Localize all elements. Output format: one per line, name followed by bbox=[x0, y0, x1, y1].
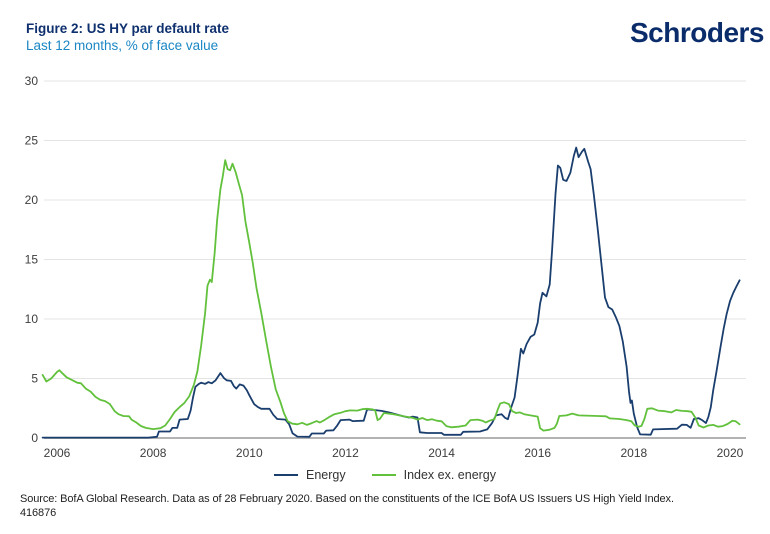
y-axis-tick-label: 15 bbox=[25, 253, 39, 267]
legend-label-index-ex-energy: Index ex. energy bbox=[403, 468, 497, 482]
legend-label-energy: Energy bbox=[305, 468, 346, 482]
x-axis-tick-label: 2016 bbox=[524, 446, 551, 460]
x-axis-tick-label: 2014 bbox=[428, 446, 455, 460]
y-axis-tick-label: 0 bbox=[31, 431, 38, 445]
source-note: Source: BofA Global Research. Data as of… bbox=[20, 493, 764, 520]
figure-title: Figure 2: US HY par default rate bbox=[26, 21, 230, 36]
index-ex-energy-line-swatch-icon bbox=[371, 474, 396, 476]
header-section: Figure 2: US HY par default rate Last 12… bbox=[26, 20, 229, 54]
reference-number: 416876 bbox=[20, 506, 57, 519]
brand-logo: Schroders bbox=[630, 17, 765, 48]
y-axis-tick-label: 5 bbox=[31, 372, 38, 386]
y-axis-tick-label: 10 bbox=[25, 312, 39, 326]
figure-subtitle: Last 12 months, % of face value bbox=[26, 38, 219, 53]
y-axis-tick-label: 25 bbox=[25, 134, 39, 148]
x-axis-tick-label: 2010 bbox=[236, 446, 263, 460]
x-axis-tick-label: 2012 bbox=[332, 446, 359, 460]
x-axis-tick-label: 2008 bbox=[140, 446, 167, 460]
energy-line-swatch-icon bbox=[273, 474, 298, 476]
x-axis-tick-label: 2018 bbox=[620, 446, 647, 460]
legend-item-energy: Energy bbox=[273, 468, 346, 482]
source-text: Source: BofA Global Research. Data as of… bbox=[20, 493, 674, 505]
legend-item-index-ex-energy: Index ex. energy bbox=[371, 468, 497, 482]
index-ex-energy-line bbox=[41, 159, 741, 432]
energy-line bbox=[41, 146, 741, 439]
y-axis-tick-label: 20 bbox=[25, 193, 39, 207]
x-axis-tick-label: 2020 bbox=[717, 446, 744, 460]
y-axis-tick-label: 30 bbox=[25, 74, 39, 88]
chart-legend: Energy Index ex. energy bbox=[0, 468, 770, 482]
x-axis-tick-label: 2006 bbox=[44, 446, 71, 460]
